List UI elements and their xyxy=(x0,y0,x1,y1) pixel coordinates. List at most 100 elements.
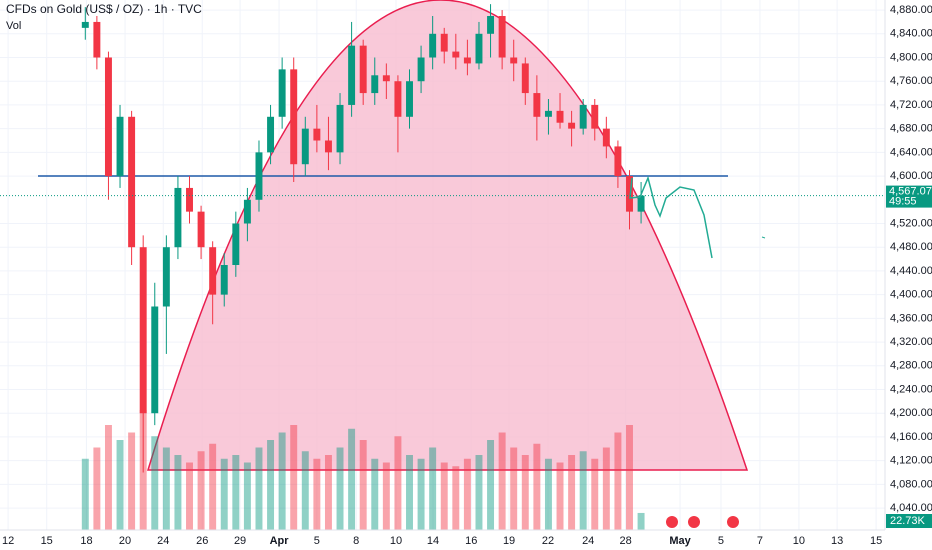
candle-body xyxy=(382,75,390,82)
volume-bar xyxy=(556,462,564,530)
volume-bar xyxy=(220,458,228,530)
volume-bar xyxy=(626,425,633,530)
event-flag[interactable] xyxy=(688,516,700,528)
volume-bar xyxy=(162,447,170,530)
volume-bar xyxy=(452,466,460,530)
volume-box xyxy=(886,514,932,528)
candle-body xyxy=(579,104,587,129)
candle-body xyxy=(452,51,460,58)
candle-body xyxy=(429,33,437,58)
candle-body xyxy=(313,128,321,141)
volume-bar xyxy=(104,425,112,530)
volume-bar xyxy=(232,455,240,530)
volume-bar xyxy=(128,432,136,530)
y-tick-label: 4,800.000 xyxy=(890,51,932,63)
event-flag[interactable] xyxy=(727,516,739,528)
x-tick-label: 16 xyxy=(465,535,477,547)
volume-bar xyxy=(382,462,390,530)
candle-body xyxy=(139,247,147,414)
volume-bar xyxy=(348,428,356,530)
volume-bar xyxy=(498,432,506,530)
y-tick-label: 4,080.000 xyxy=(890,478,932,490)
last-price-box xyxy=(886,185,932,208)
candle-body xyxy=(255,152,263,200)
candle-body xyxy=(440,33,448,52)
y-tick-label: 4,040.000 xyxy=(890,502,932,514)
x-tick-label: 8 xyxy=(353,535,359,547)
x-tick-label: 14 xyxy=(427,535,439,547)
volume-title: Vol xyxy=(6,20,21,32)
candle-body xyxy=(186,187,193,212)
x-tick-label: 5 xyxy=(718,535,724,547)
y-tick-label: 4,160.000 xyxy=(890,431,932,443)
volume-bar xyxy=(278,432,286,530)
x-tick-label: 7 xyxy=(757,535,763,547)
y-tick-label: 4,400.000 xyxy=(890,289,932,301)
candle-body xyxy=(162,247,170,307)
event-flag[interactable] xyxy=(666,516,678,528)
x-tick-label: 19 xyxy=(503,535,515,547)
volume-bar xyxy=(440,462,448,530)
x-tick-label: 28 xyxy=(620,535,632,547)
candle-body xyxy=(290,69,298,165)
last-price-label: 4,567.075 xyxy=(889,185,932,197)
projection-curve xyxy=(629,175,713,259)
candle-body xyxy=(394,81,402,117)
countdown: 49:55 xyxy=(889,195,917,207)
volume-bar xyxy=(174,455,182,530)
volume-label: 22.73K xyxy=(890,515,926,527)
y-tick-label: 4,680.000 xyxy=(890,123,932,135)
candle-body xyxy=(93,21,101,58)
y-tick-label: 4,200.000 xyxy=(890,407,932,419)
volume-bar xyxy=(267,440,275,530)
candle-body xyxy=(591,104,599,129)
volume-bar xyxy=(243,462,251,530)
x-tick-label: 26 xyxy=(196,535,208,547)
x-tick-label: 24 xyxy=(157,535,169,547)
volume-bar xyxy=(394,436,402,530)
volume-bar xyxy=(614,432,622,530)
volume-bar xyxy=(475,455,483,530)
candle-body xyxy=(568,122,576,129)
y-tick-label: 4,320.000 xyxy=(890,336,932,348)
volume-bar xyxy=(533,443,541,530)
candle-body xyxy=(301,128,309,165)
candle-body xyxy=(371,75,379,94)
candle-body xyxy=(556,110,564,123)
volume-bar xyxy=(209,443,217,530)
x-tick-label: 20 xyxy=(119,535,131,547)
x-tick-label: Apr xyxy=(270,535,290,547)
candle-body xyxy=(232,223,240,265)
volume-bar xyxy=(591,458,599,530)
volume-bar xyxy=(301,451,309,530)
volume-bar xyxy=(290,425,298,530)
volume-bar xyxy=(463,458,471,530)
volume-bar xyxy=(510,447,518,530)
candle-body xyxy=(406,81,413,117)
y-tick-label: 4,120.000 xyxy=(890,455,932,467)
y-tick-label: 4,720.000 xyxy=(890,99,932,111)
candle-body xyxy=(151,306,159,414)
volume-bar xyxy=(371,458,379,530)
volume-bar xyxy=(406,455,413,530)
candle-body xyxy=(487,16,495,34)
volume-bar xyxy=(116,440,124,530)
y-tick-label: 4,480.000 xyxy=(890,241,932,253)
x-tick-label: May xyxy=(669,535,691,547)
volume-bar xyxy=(429,447,437,530)
y-tick-label: 4,840.000 xyxy=(890,28,932,40)
x-tick-label: 5 xyxy=(314,535,320,547)
x-tick-label: 22 xyxy=(542,535,554,547)
candle-body xyxy=(359,45,367,94)
candle-body xyxy=(521,63,529,94)
y-tick-label: 4,280.000 xyxy=(890,360,932,372)
candle-body xyxy=(278,69,286,117)
volume-bar xyxy=(487,440,495,530)
x-tick-label: 15 xyxy=(870,535,882,547)
candle-body xyxy=(197,211,205,248)
candle-body xyxy=(626,176,633,212)
candle-body xyxy=(336,104,344,153)
x-tick-label: 13 xyxy=(831,535,843,547)
volume-bar xyxy=(336,447,344,530)
